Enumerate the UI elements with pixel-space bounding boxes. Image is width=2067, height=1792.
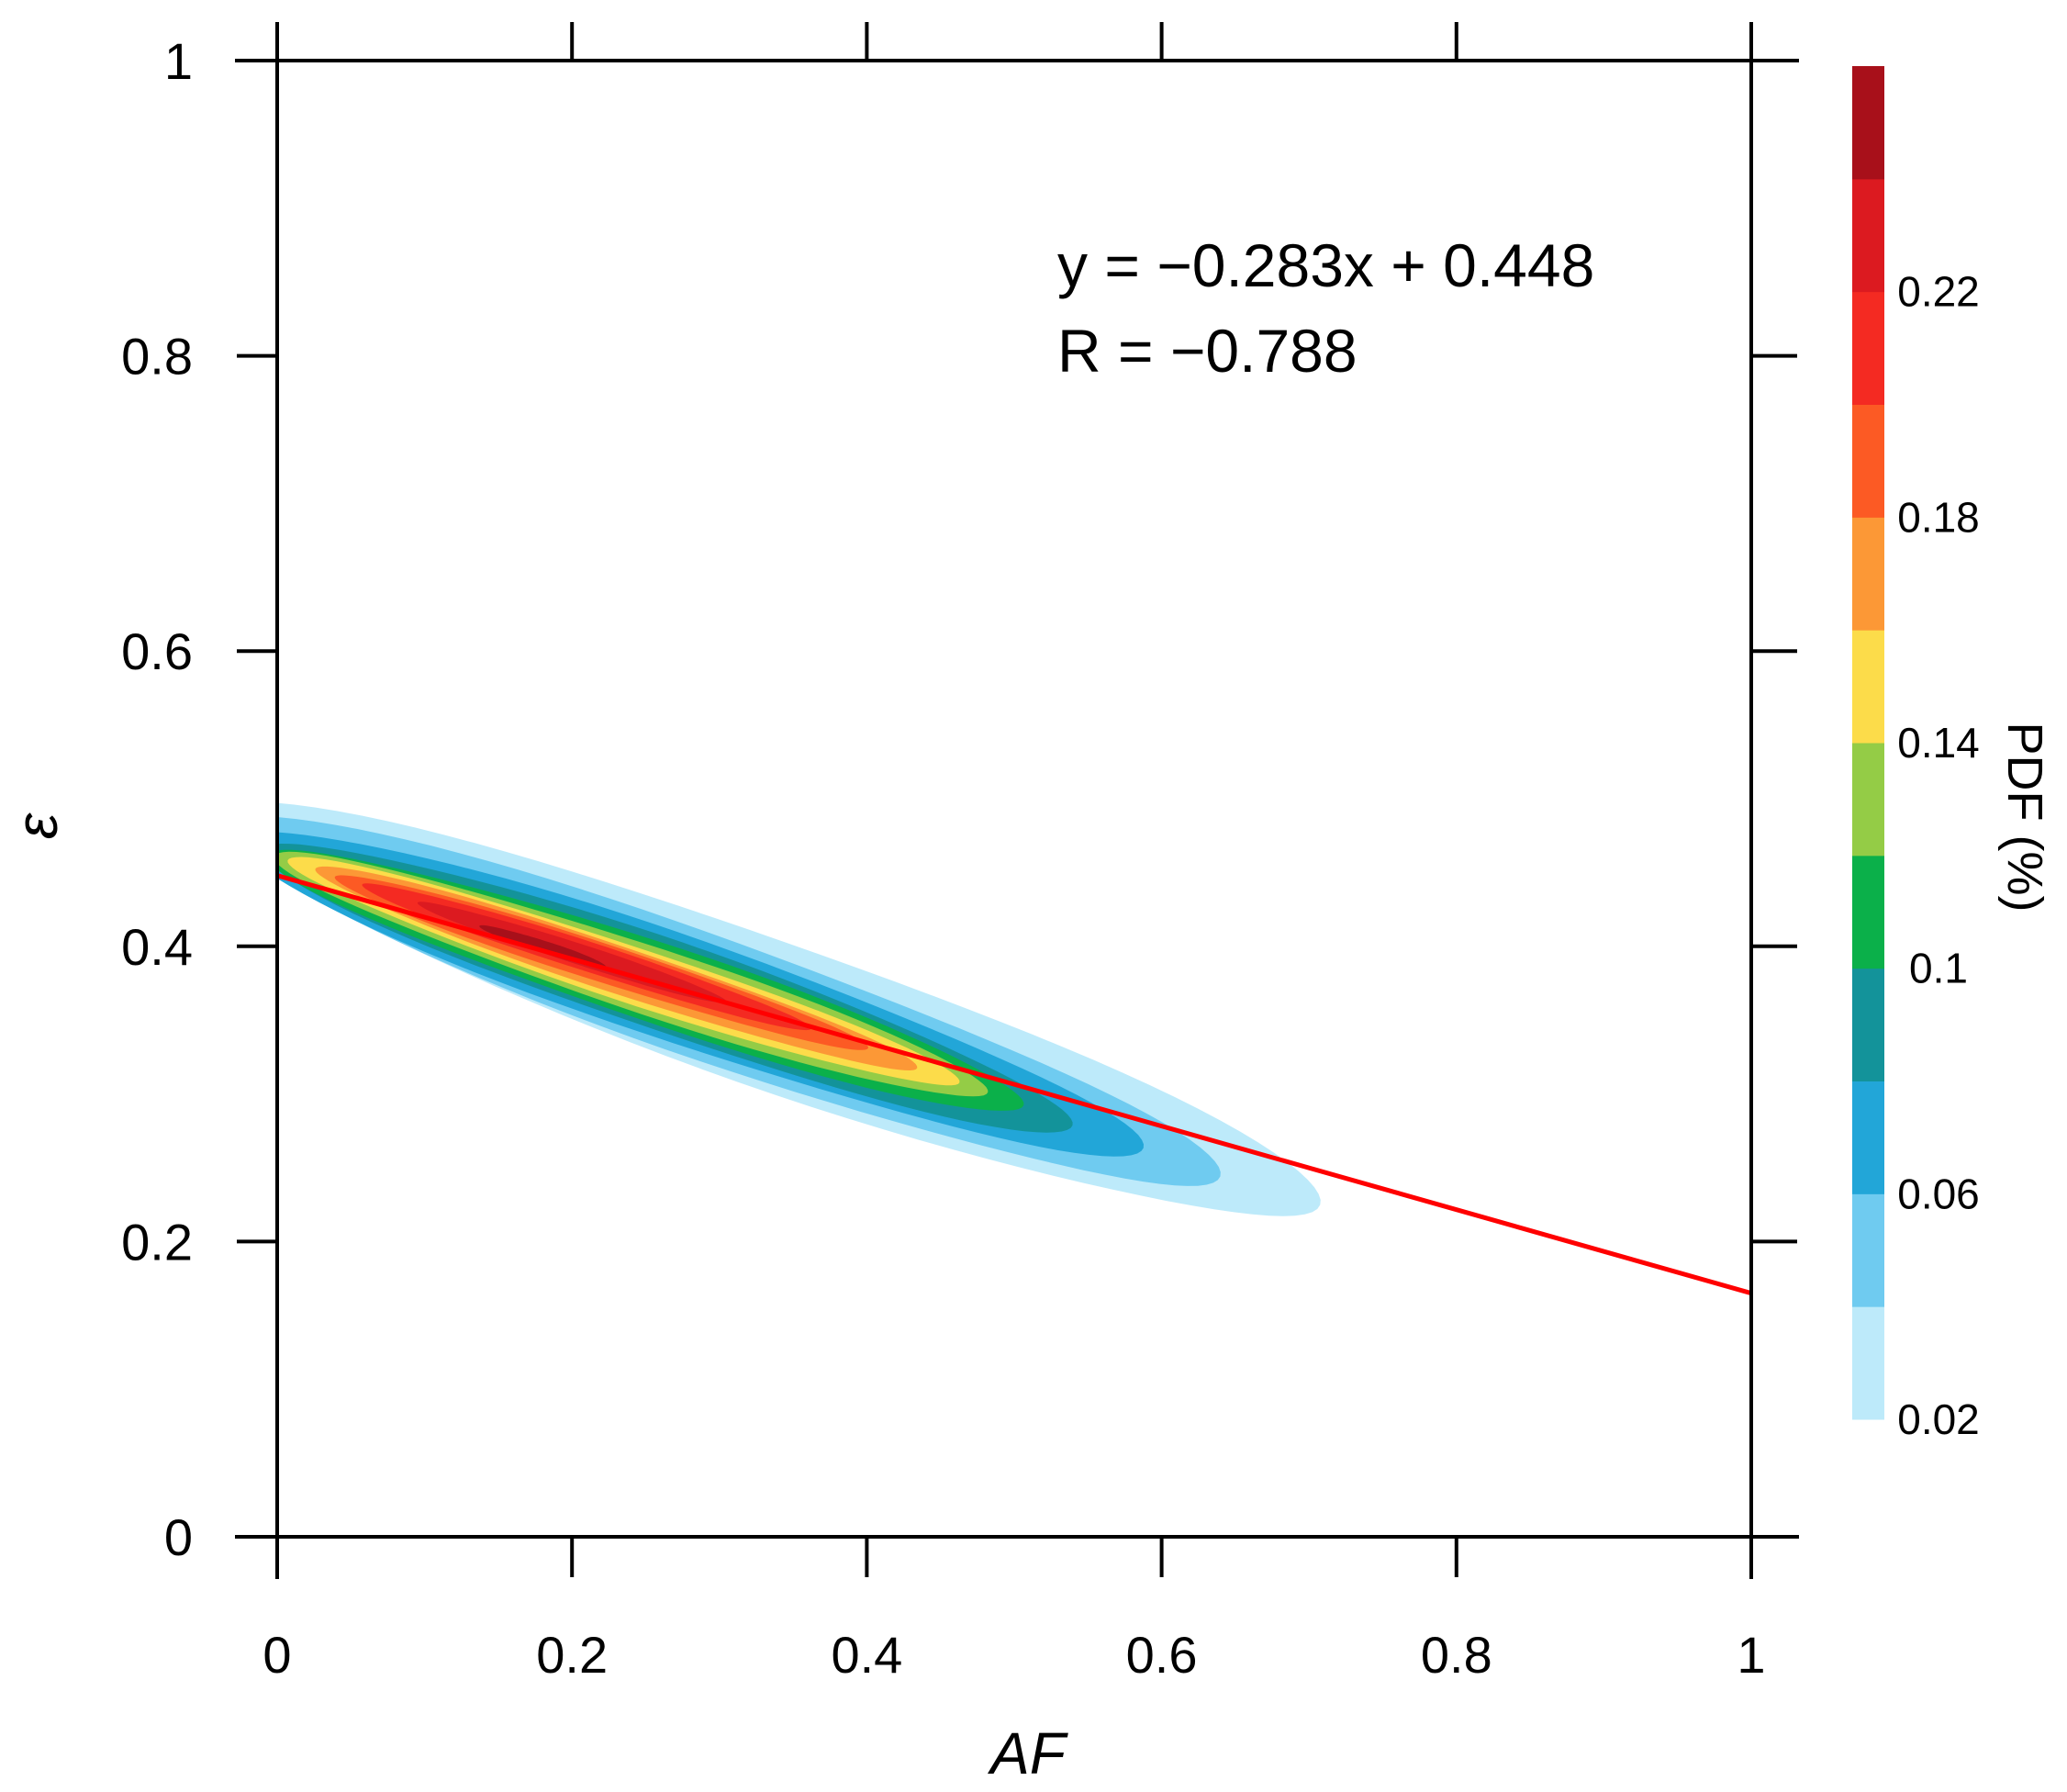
density-contour-0.24	[479, 924, 606, 968]
colorbar: 0.02 0.06 0.1 0.14 0.18 0.22	[1852, 66, 1980, 1443]
x-tick-label: 1	[1737, 1626, 1765, 1684]
y-tick-label: 0.4	[121, 918, 193, 976]
colorbar-segment	[1852, 404, 1884, 518]
y-axis-ticks: 0 0.2 0.4 0.6 0.8 1	[121, 32, 1797, 1566]
colorbar-tick-label: 0.14	[1897, 719, 1980, 767]
colorbar-segment	[1852, 517, 1884, 631]
y-axis-title: ε	[4, 812, 70, 839]
y-tick-label: 0.6	[121, 622, 193, 680]
colorbar-tick-label: 0.1	[1909, 945, 1968, 992]
correlation-coefficient: R = −0.788	[1057, 317, 1358, 385]
colorbar-tick-label: 0.06	[1897, 1170, 1980, 1217]
colorbar-tick-label: 0.02	[1897, 1395, 1980, 1443]
colorbar-segment	[1852, 1306, 1884, 1420]
fit-line-layer	[277, 873, 1751, 1296]
x-tick-label: 0	[263, 1626, 291, 1684]
colorbar-segment	[1852, 178, 1884, 293]
x-axis-ticks: 0 0.2 0.4 0.6 0.8 1	[263, 22, 1766, 1684]
fit-line	[277, 873, 1751, 1296]
y-tick-label: 0.2	[121, 1213, 193, 1271]
y-tick-label: 1	[164, 32, 193, 90]
density-contours	[277, 802, 1321, 1216]
x-tick-label: 0.2	[536, 1626, 608, 1684]
y-tick-label: 0	[164, 1508, 193, 1566]
x-tick-label: 0.8	[1421, 1626, 1492, 1684]
plot-frame	[235, 59, 1799, 1579]
colorbar-tick-label: 0.18	[1897, 493, 1980, 541]
colorbar-segment	[1852, 1193, 1884, 1307]
colorbar-segment	[1852, 66, 1884, 180]
colorbar-title: PDF (%)	[1997, 722, 2052, 913]
colorbar-segment	[1852, 855, 1884, 969]
colorbar-segment	[1852, 743, 1884, 857]
x-tick-label: 0.6	[1126, 1626, 1198, 1684]
colorbar-tick-label: 0.22	[1897, 268, 1980, 316]
colorbar-segment	[1852, 291, 1884, 405]
colorbar-segment	[1852, 1081, 1884, 1194]
colorbar-segment	[1852, 630, 1884, 744]
x-axis-title: AF	[987, 1720, 1069, 1786]
y-tick-label: 0.8	[121, 328, 193, 386]
colorbar-segment	[1852, 968, 1884, 1081]
fit-equation: y = −0.283x + 0.448	[1057, 231, 1594, 299]
x-tick-label: 0.4	[831, 1626, 902, 1684]
